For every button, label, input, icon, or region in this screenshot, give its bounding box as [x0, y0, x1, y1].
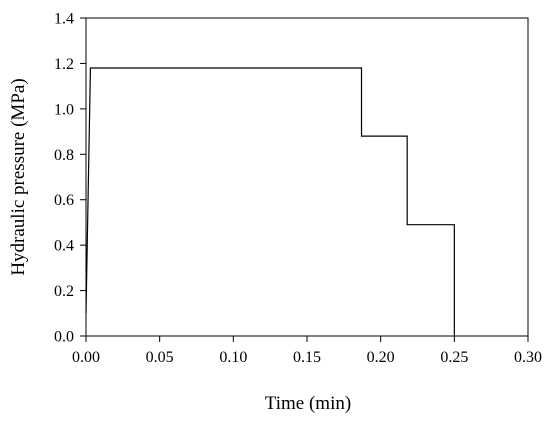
- y-axis-ticks: 0.0 0.2 0.4 0.6 0.8 1.0 1.2 1.4: [54, 11, 86, 346]
- y-tick-label: 0.4: [54, 238, 74, 255]
- plot-border: [85, 17, 529, 337]
- y-tick-label: 1.2: [54, 56, 74, 73]
- x-tick-label: 0.25: [440, 349, 468, 366]
- x-tick-label: 0.15: [293, 349, 321, 366]
- y-axis-title: Hydraulic pressure (MPa): [8, 78, 29, 275]
- y-tick-label: 0.0: [54, 329, 74, 346]
- x-axis-ticks: 0.00 0.05 0.10 0.15 0.20 0.25 0.30: [72, 336, 542, 366]
- series-line-0: [85, 67, 455, 336]
- x-tick-label: 0.05: [146, 349, 174, 366]
- y-tick-label: 1.4: [54, 11, 74, 28]
- x-tick-label: 0.00: [72, 349, 100, 366]
- x-tick-label: 0.20: [367, 349, 395, 366]
- x-axis-title: Time (min): [265, 393, 351, 414]
- x-tick-label: 0.30: [514, 349, 542, 366]
- y-tick-label: 0.2: [54, 283, 74, 300]
- y-tick-label: 1.0: [54, 101, 74, 118]
- plot-frame: [85, 17, 529, 337]
- x-tick-label: 0.10: [219, 349, 247, 366]
- y-tick-label: 0.8: [54, 147, 74, 164]
- series-layer: [85, 67, 455, 336]
- y-tick-label: 0.6: [54, 192, 74, 209]
